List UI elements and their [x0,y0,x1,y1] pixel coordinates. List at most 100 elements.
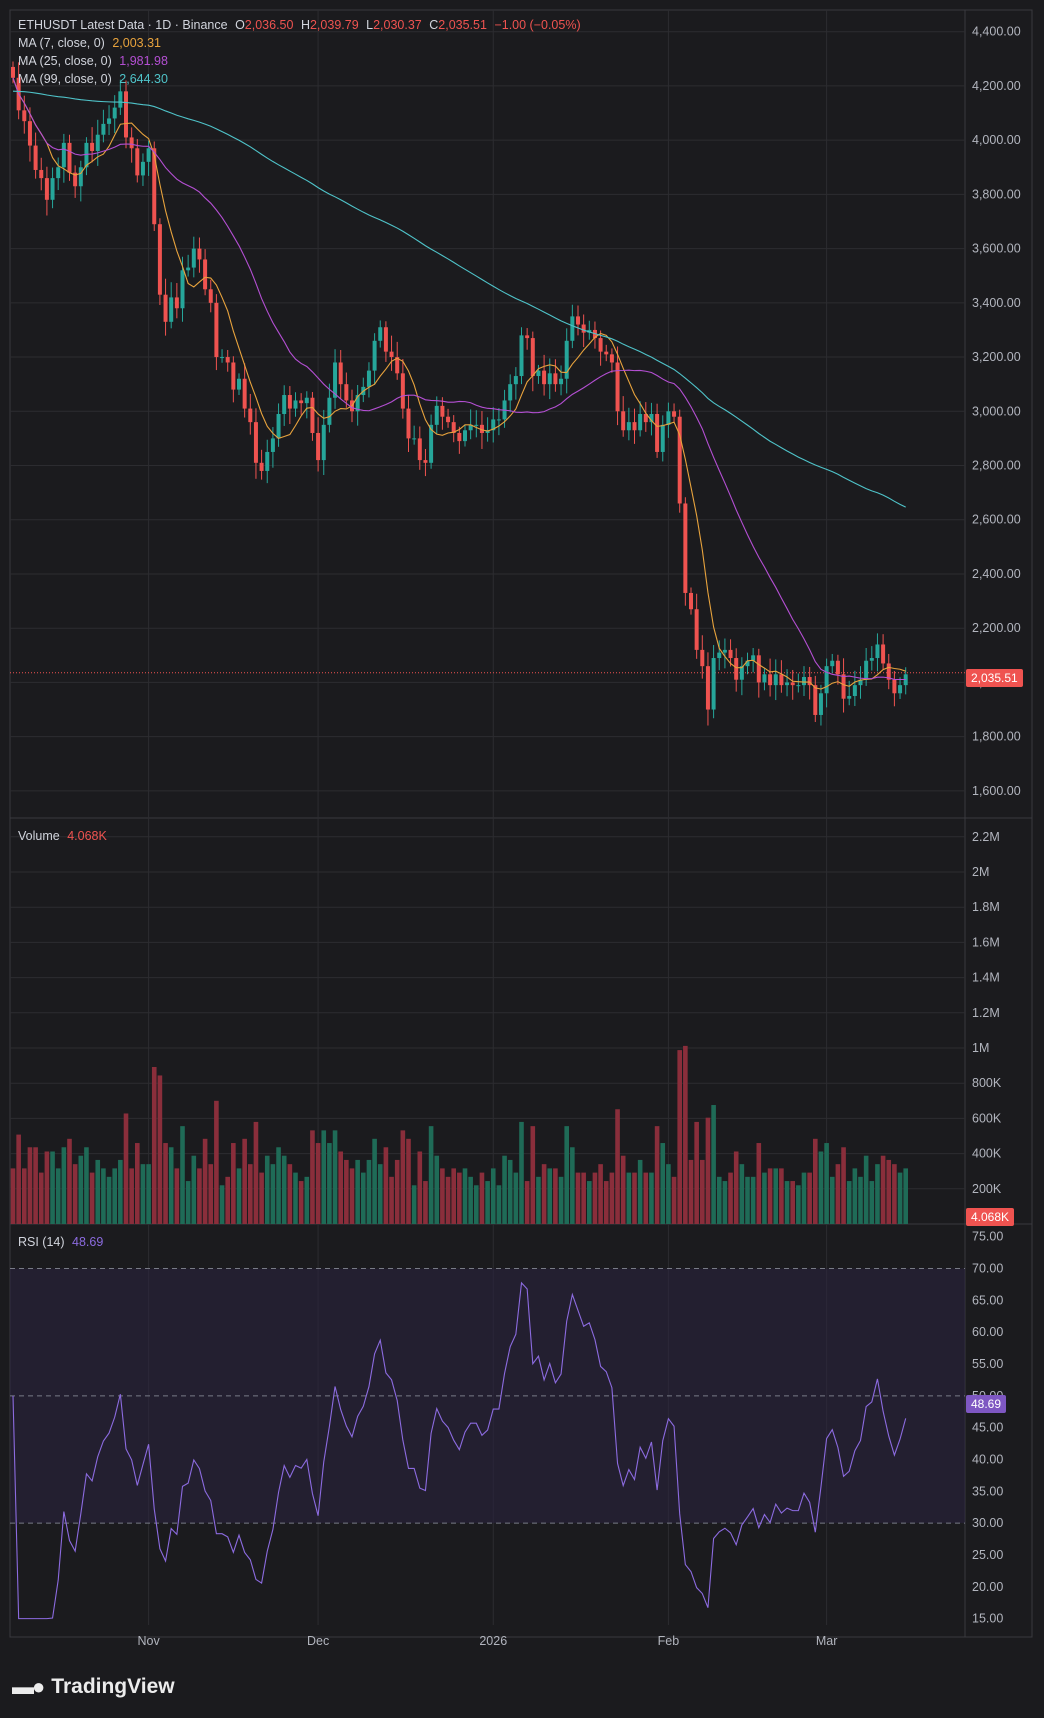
candle-body [11,66,15,78]
volume-legend[interactable]: Volume 4.068K [18,827,111,845]
candle-body [333,362,338,398]
volume-bar [722,1181,728,1224]
rsi-tick-label: 40.00 [972,1453,1003,1467]
candle-body [135,148,140,176]
rsi-tick-label: 35.00 [972,1484,1003,1498]
volume-bar [519,1121,524,1224]
candle-body [739,666,744,680]
candle-body [796,685,801,687]
candle-body [118,91,123,108]
candle-body [22,110,27,122]
volume-bar [598,1164,603,1224]
price-tick-label: 3,000.00 [972,404,1021,418]
brand-name: TradingView [51,1675,175,1698]
volume-bar [293,1172,298,1224]
volume-bar [474,1185,479,1224]
candle-body [881,644,886,664]
candle-body [287,395,292,409]
candle-body [728,649,733,659]
volume-bar [168,1147,174,1224]
volume-bar [773,1168,779,1224]
candle-body [813,685,818,715]
candle-body [886,663,891,680]
candle-body [643,414,648,423]
volume-value: 4.068K [67,829,107,843]
volume-bar [728,1172,733,1224]
volume-bar [327,1143,332,1224]
high-label: H [300,18,310,32]
volume-bar [666,1164,671,1224]
ma99-legend[interactable]: MA (99, close, 0) 2,644.30 [18,70,172,88]
volume-bar [10,1168,16,1224]
candle-body [186,267,191,271]
volume-bar [248,1164,253,1224]
volume-bar [101,1168,106,1224]
volume-bar [281,1155,287,1224]
volume-bar [146,1164,151,1224]
volume-tick-label: 1.8M [972,900,1000,914]
candle-body [711,658,716,710]
volume-bar [603,1181,609,1224]
volume-bar [502,1155,507,1224]
volume-bar [445,1176,451,1224]
candle-body [180,270,185,309]
candle-body [734,658,739,680]
volume-tick-label: 1.6M [972,935,1000,949]
volume-tick-label: 1.2M [972,1006,1000,1020]
volume-bar [592,1172,598,1224]
candle-body [818,693,823,715]
candle-body [864,660,869,680]
volume-bar [479,1172,485,1224]
volume-tick-label: 800K [972,1076,1002,1090]
candle-body [78,167,83,187]
volume-bar [547,1168,553,1224]
volume-bar [858,1176,863,1224]
volume-tick-label: 600K [972,1111,1002,1125]
candle-body [327,397,332,425]
candle-body [773,674,778,686]
volume-bar [886,1159,892,1224]
candle-body [898,685,903,694]
volume-bar [451,1168,456,1224]
volume-bar [880,1155,886,1224]
candle-body [434,405,439,425]
ma25-legend[interactable]: MA (25, close, 0) 1,981.98 [18,52,172,70]
volume-bar [750,1176,756,1224]
price-tick-label: 2,200.00 [972,621,1021,635]
volume-bar [118,1159,123,1224]
ma99-label: MA (99, close, 0) [18,72,112,86]
candle-body [536,370,541,377]
volume-bar [813,1138,818,1224]
rsi-legend[interactable]: RSI (14) 48.69 [18,1233,107,1251]
tradingview-logo[interactable]: ▬● TradingView [12,1674,175,1700]
candle-body [378,327,383,341]
candle-body [479,424,484,433]
candle-body [90,142,95,151]
candle-body [457,432,462,442]
candle-body [705,666,710,710]
price-tick-label: 3,800.00 [972,187,1021,201]
volume-bar [344,1159,349,1224]
volume-bar [197,1168,202,1224]
candle-body [779,674,784,686]
candle-body [276,414,281,439]
volume-bar [903,1168,908,1224]
candle-body [689,592,693,610]
symbol-title[interactable]: ETHUSDT Latest Data · 1D · Binance [18,18,228,32]
candle-body [841,674,846,699]
price-tick-label: 3,400.00 [972,296,1021,310]
ma99-line [12,90,906,508]
candle-body [598,338,603,352]
volume-bar [383,1147,389,1224]
volume-bar [507,1159,513,1224]
candle-body [762,674,767,683]
ma7-value: 2,003.31 [112,36,161,50]
volume-bar [818,1151,824,1224]
ma7-legend[interactable]: MA (7, close, 0) 2,003.31 [18,34,165,52]
price-tick-label: 2,600.00 [972,513,1021,527]
price-tick-label: 3,600.00 [972,242,1021,256]
volume-bar [231,1143,236,1224]
volume-bar [253,1121,259,1224]
volume-bar [807,1172,812,1224]
